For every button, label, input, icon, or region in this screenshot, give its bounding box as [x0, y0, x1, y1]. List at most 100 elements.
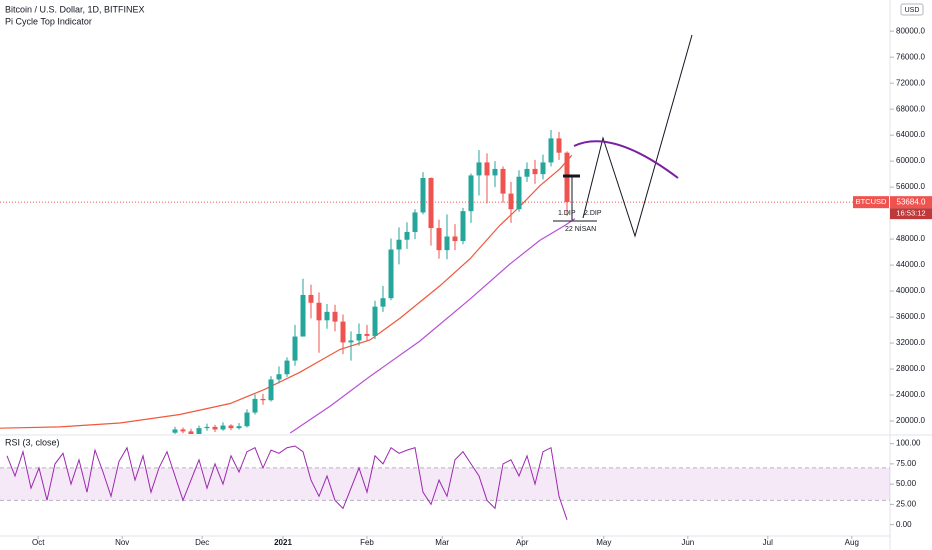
y-tick-label: 36000.0	[896, 312, 925, 321]
candle-body	[332, 311, 338, 322]
rsi-band	[0, 467, 890, 501]
y-tick-label: 100.00	[896, 439, 921, 448]
rsi-title: RSI (3, close)	[5, 437, 60, 447]
candle-body	[548, 138, 554, 163]
candle-body	[508, 193, 514, 210]
candle-body	[388, 249, 394, 299]
candle-body	[284, 360, 290, 375]
candle-body	[436, 228, 442, 251]
projection-arc	[573, 140, 679, 179]
x-tick-label: Jul	[763, 538, 773, 547]
candle-body	[300, 294, 306, 337]
y-tick-label: 48000.0	[896, 234, 925, 243]
candle-body	[452, 236, 458, 242]
candle-body	[204, 426, 210, 429]
candle-body	[276, 374, 282, 380]
y-tick-label: 0.00	[896, 520, 912, 529]
ma-line	[289, 218, 576, 434]
x-tick-label: Jun	[681, 538, 694, 547]
currency-box	[900, 3, 924, 16]
candle-body	[244, 412, 250, 427]
candle-body	[524, 168, 530, 177]
y-tick-label: 68000.0	[896, 104, 925, 113]
candle-body	[540, 162, 546, 175]
candle-body	[292, 336, 298, 361]
main-pane	[0, 129, 890, 434]
y-tick-label: 60000.0	[896, 156, 925, 165]
overlay: 1.DIP 2.DIP 22 NİSAN	[553, 34, 693, 238]
x-tick-label: Oct	[32, 538, 45, 547]
x-tick-label: Nov	[115, 538, 129, 547]
candle-body	[484, 162, 490, 176]
candle-body	[308, 294, 314, 303]
candle-body	[356, 333, 362, 341]
candle-body	[460, 211, 466, 242]
price-box	[890, 196, 932, 209]
candle-body	[428, 178, 434, 229]
candle-body	[252, 398, 258, 413]
candle-body	[196, 428, 202, 434]
y-tick-label: 56000.0	[896, 182, 925, 191]
candle-body	[420, 178, 426, 213]
annotation: 22 NİSAN	[565, 224, 596, 233]
x-tick-label: Aug	[845, 538, 859, 547]
candle-body	[236, 426, 242, 429]
candle-body	[532, 168, 538, 175]
candle-body	[444, 236, 450, 251]
countdown-label: 16:53:12	[896, 209, 925, 218]
annotation: 1.DIP	[558, 210, 576, 217]
y-tick-label: 24000.0	[896, 390, 925, 399]
y-tick-label: 44000.0	[896, 260, 925, 269]
candle-body	[404, 231, 410, 240]
countdown-box	[890, 208, 932, 220]
candle-body	[180, 429, 186, 432]
y-tick-label: 40000.0	[896, 286, 925, 295]
candle-body	[340, 321, 346, 343]
candle-body	[380, 298, 386, 307]
currency: USD	[905, 7, 920, 14]
x-tick-label: 2021	[274, 538, 292, 547]
annotation: 2.DIP	[584, 210, 602, 217]
ma-line	[0, 154, 573, 429]
candle-body	[476, 162, 482, 176]
candle-body	[228, 425, 234, 429]
y-tick-label: 28000.0	[896, 364, 925, 373]
x-tick-label: Dec	[195, 538, 209, 547]
y-tick-label: 64000.0	[896, 130, 925, 139]
candle-body	[316, 302, 322, 321]
candle-body	[500, 168, 506, 194]
rsi-pane	[0, 445, 890, 520]
candle-body	[188, 431, 194, 434]
x-tick-label: May	[596, 538, 611, 547]
y-tick-label: 25.00	[896, 500, 917, 509]
symbol-box	[853, 196, 889, 209]
candle-body	[516, 176, 522, 210]
candle-body	[372, 306, 378, 336]
y-tick-label: 72000.0	[896, 78, 925, 87]
candle-body	[324, 311, 330, 321]
y-tick-label: 76000.0	[896, 52, 925, 61]
symbol-label: BTCUSD	[856, 197, 887, 206]
candle-body	[268, 379, 274, 401]
candle-body	[412, 212, 418, 232]
y-tick-label: 32000.0	[896, 338, 925, 347]
candle-body	[348, 340, 354, 343]
y-tick-label: 20000.0	[896, 416, 925, 425]
y-tick-label: 75.00	[896, 459, 917, 468]
x-tick-label: Mar	[435, 538, 449, 547]
candle-body	[492, 168, 498, 176]
candle-body	[220, 425, 226, 430]
candle-body	[396, 239, 402, 250]
y-tick-label: 80000.0	[896, 26, 925, 35]
y-tick-label: 50.00	[896, 479, 917, 488]
candle-body	[172, 429, 178, 433]
candle-body	[364, 333, 370, 336]
indicator-name: Pi Cycle Top Indicator	[5, 16, 92, 26]
projection-line	[582, 34, 693, 238]
rsi-line	[6, 445, 568, 520]
x-tick-label: Feb	[360, 538, 374, 547]
candle-body	[556, 138, 562, 153]
x-tick-label: Apr	[516, 538, 529, 547]
